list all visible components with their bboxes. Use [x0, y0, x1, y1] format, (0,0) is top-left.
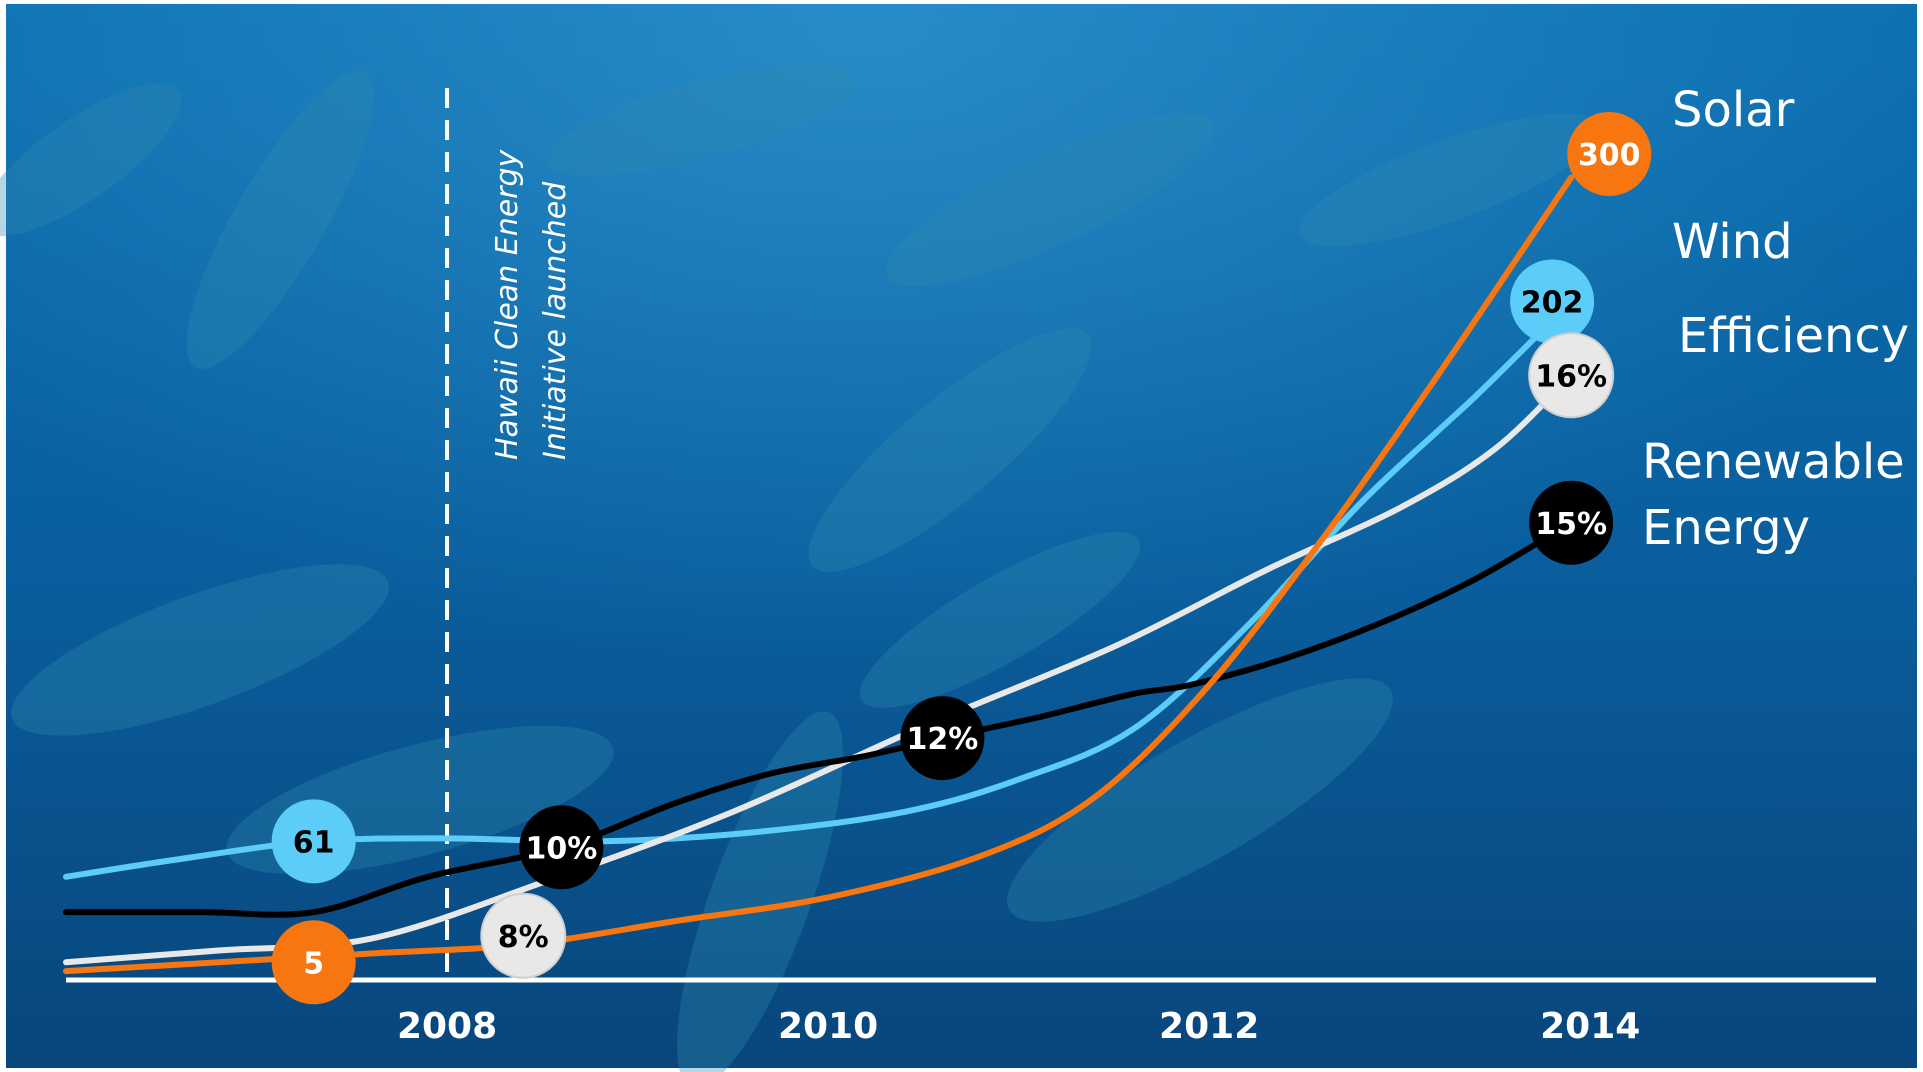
series-label-renewable-energy-line-1: Renewable: [1642, 434, 1905, 490]
data-bubble-renewable-energy-15: 15%: [1529, 480, 1614, 565]
series-label-efficiency: Efficiency: [1678, 308, 1909, 364]
series-label-solar: Solar: [1672, 82, 1795, 138]
data-bubble-label: 202: [1521, 286, 1584, 321]
data-bubble-label: 300: [1578, 138, 1641, 173]
data-bubble-circle: [519, 805, 604, 890]
data-bubble-wind-61: 61: [271, 799, 356, 884]
data-bubble-solar-300: 300: [1567, 112, 1652, 196]
series-line-solar: [63, 174, 1575, 975]
data-bubble-label: 8%: [498, 920, 549, 955]
data-bubble-circle: [271, 799, 356, 884]
data-bubble-circle: [1510, 259, 1595, 344]
x-tick-label-2014: 2014: [1540, 1006, 1640, 1047]
x-tick-label-2008: 2008: [397, 1006, 497, 1047]
data-bubble-label: 10%: [525, 831, 597, 866]
initiative-annotation: Hawaii Clean Energy Initiative launched: [490, 148, 573, 460]
data-bubble-label: 16%: [1535, 359, 1607, 394]
data-bubble-wind-202: 202: [1510, 259, 1595, 344]
data-bubble-circle: [900, 696, 985, 781]
data-bubble-renewable-energy-12: 12%: [900, 696, 985, 781]
data-bubble-circle: [271, 920, 356, 1005]
data-bubble-circle: [1567, 112, 1652, 196]
series-label-renewable-energy-line-2: Energy: [1642, 500, 1810, 556]
data-bubble-circle: [480, 892, 567, 979]
initiative-annotation-line-1: Hawaii Clean Energy: [490, 148, 525, 460]
series-label-wind: Wind: [1672, 214, 1793, 270]
data-bubble-renewable-energy-10: 10%: [519, 805, 604, 890]
data-bubble-efficiency-16: 16%: [1528, 332, 1615, 419]
data-bubble-solar-5: 5: [271, 920, 356, 1005]
x-tick-label-2010: 2010: [778, 1006, 878, 1047]
data-bubble-efficiency-8: 8%: [480, 892, 567, 979]
data-bubble-label: 12%: [907, 722, 979, 757]
data-bubble-label: 15%: [1535, 507, 1607, 542]
data-bubble-label: 61: [293, 825, 335, 860]
x-tick-label-2012: 2012: [1159, 1006, 1259, 1047]
data-bubble-label: 5: [303, 946, 324, 981]
initiative-annotation-line-2: Initiative launched: [538, 181, 573, 460]
series-line-renewable-energy: [63, 519, 1575, 918]
data-bubble-circle: [1529, 480, 1614, 565]
data-bubble-circle: [1528, 332, 1615, 419]
